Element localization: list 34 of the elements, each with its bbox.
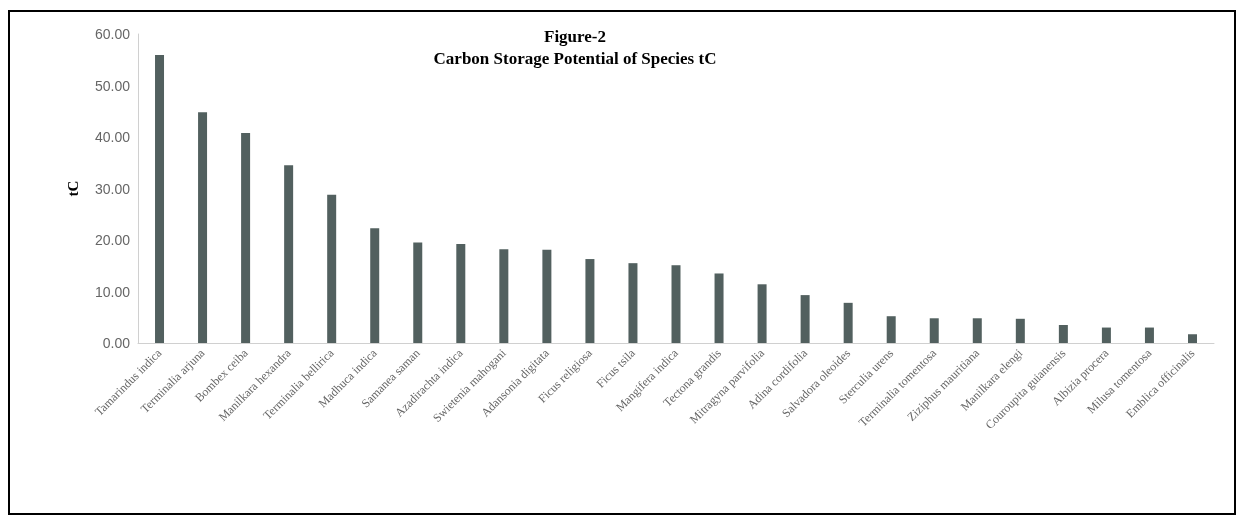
bar [155,55,165,343]
bar [370,228,380,343]
bar [628,263,638,343]
bar [714,273,724,343]
bar [456,244,466,343]
y-tick-label: 10.00 [94,283,131,300]
bar [327,194,337,343]
y-tick-label: 30.00 [94,180,131,197]
bar [241,132,251,343]
y-tick-label: 20.00 [94,232,131,248]
bar [413,242,423,343]
y-tick-label: 40.00 [94,129,131,145]
bar [198,112,208,343]
bar [1058,324,1068,343]
y-tick-label: 0.00 [102,335,131,351]
y-axis-title: tC [64,180,81,197]
bar [671,265,681,343]
bar [843,302,853,343]
chart-title: Figure-2 Carbon Storage Potential of Species tC [433,26,717,68]
bar [800,295,810,343]
bar [886,316,896,343]
bar [972,318,982,343]
bar [499,249,509,343]
bar [929,318,939,343]
bar [1187,334,1197,343]
y-tick-label: 60.00 [94,26,131,42]
y-tick-label: 50.00 [94,77,131,94]
bar [1144,327,1154,343]
bar [1015,318,1025,343]
bar [585,259,595,343]
bar [757,284,767,343]
bar [1101,327,1111,343]
bar [542,249,552,343]
bar [284,165,294,343]
